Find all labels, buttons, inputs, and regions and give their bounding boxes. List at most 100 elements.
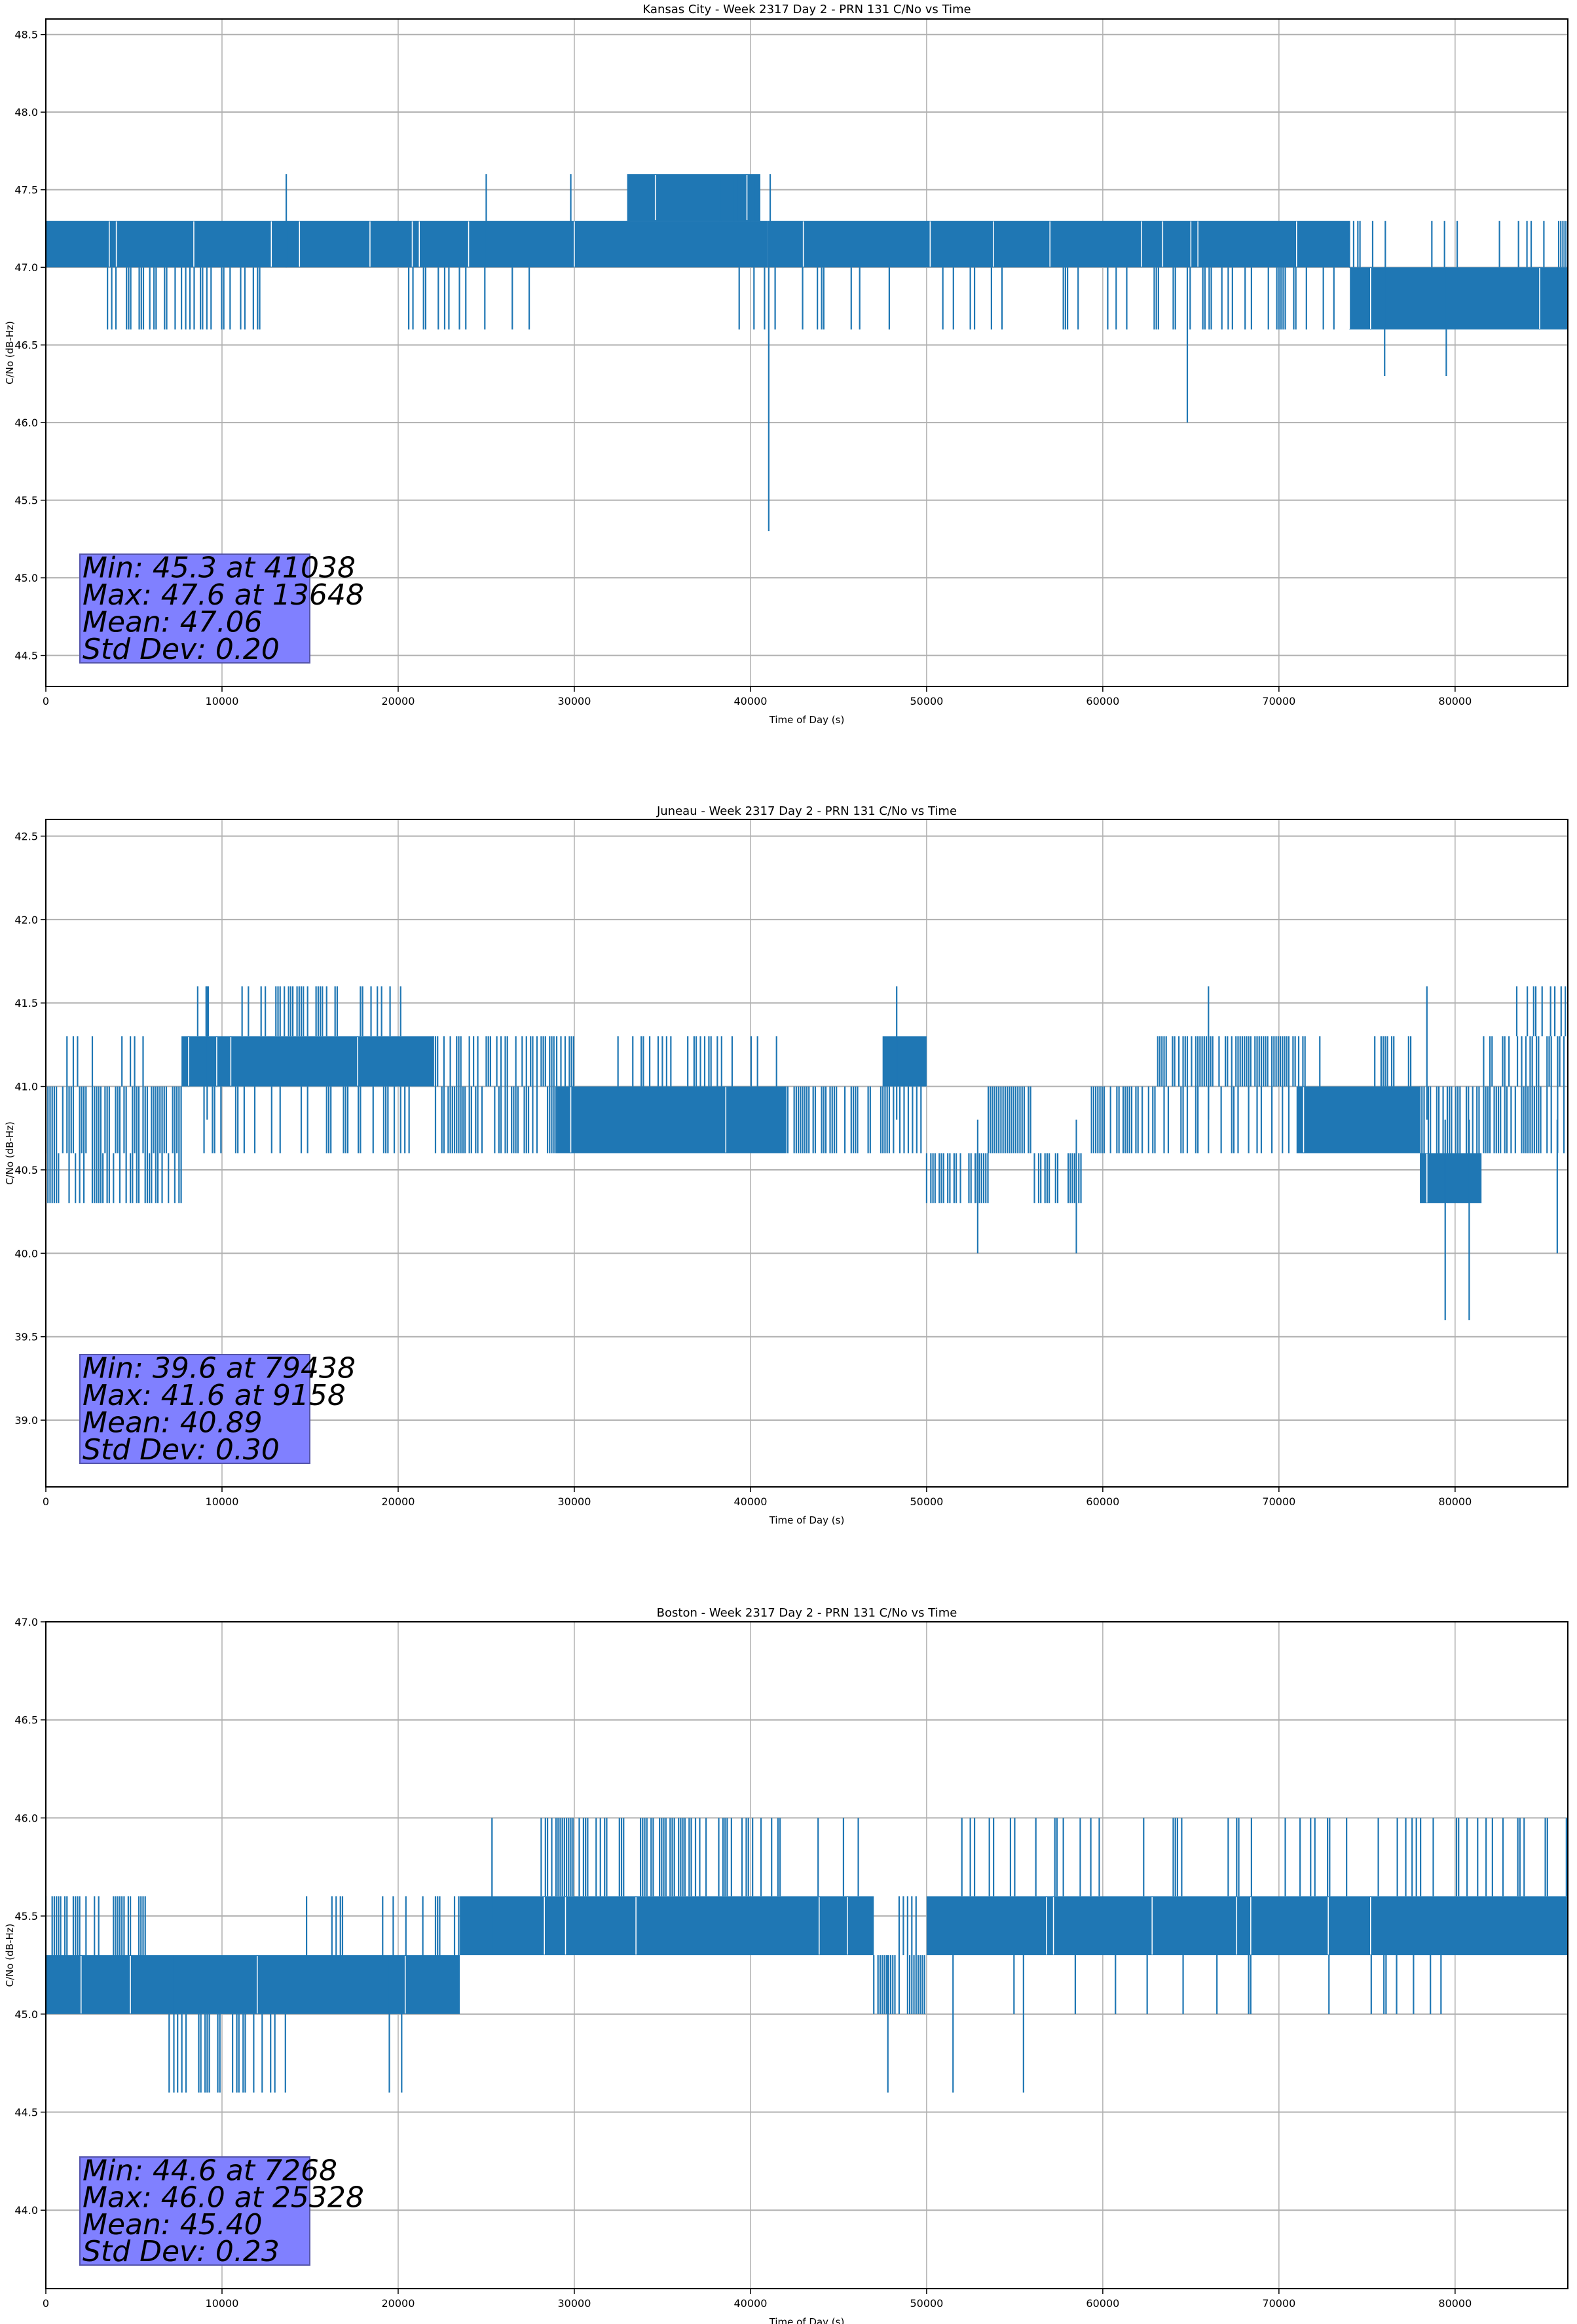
data-band: [768, 221, 1350, 268]
x-tick-label: 50000: [910, 1495, 943, 1508]
data-band: [1349, 267, 1568, 329]
y-tick-label: 48.0: [14, 106, 38, 119]
chart-title: Juneau - Week 2317 Day 2 - PRN 131 C/No …: [656, 804, 957, 818]
stats-line: Max: 46.0 at 25328: [83, 2181, 364, 2215]
y-tick-label: 42.0: [14, 914, 38, 926]
x-tick-label: 0: [43, 1495, 49, 1508]
stats-line: Min: 44.6 at 7268: [83, 2154, 337, 2187]
data-band: [181, 1036, 434, 1087]
x-tick-label: 10000: [206, 695, 239, 707]
chart-panel-2: 0 10000 20000 30000 40000 50000 60000 70000 8000…: [4, 804, 1568, 1526]
stats-line: Std Dev: 0.23: [83, 2235, 280, 2268]
stats-line: Max: 41.6 at 9158: [83, 1379, 346, 1412]
y-axis-label: C/No (dB-Hz): [4, 1924, 16, 1987]
x-axis-label: Time of Day (s): [769, 714, 845, 726]
y-tick-label: 44.5: [14, 2107, 38, 2119]
y-tick-label: 39.5: [14, 1331, 38, 1343]
y-tick-label: 45.0: [14, 2008, 38, 2021]
x-tick-label: 40000: [733, 1495, 767, 1508]
y-tick-label: 41.5: [14, 997, 38, 1009]
y-tick-label: 48.5: [14, 29, 38, 41]
y-tick-label: 47.0: [14, 1616, 38, 1628]
x-tick-label: 10000: [206, 1495, 239, 1508]
y-tick-label: 45.5: [14, 1910, 38, 1922]
y-tick-label: 46.5: [14, 339, 38, 352]
data-band: [1420, 1153, 1482, 1203]
y-tick-label: 41.0: [14, 1081, 38, 1093]
y-tick-label: 47.5: [14, 184, 38, 197]
x-tick-label: 70000: [1262, 1495, 1295, 1508]
data-band: [1296, 1086, 1420, 1153]
data-band: [46, 221, 768, 268]
chart-title: Boston - Week 2317 Day 2 - PRN 131 C/No …: [657, 1606, 957, 1620]
y-axis-label: C/No (dB-Hz): [4, 321, 16, 384]
x-tick-label: 20000: [382, 2297, 415, 2310]
data-band: [557, 1086, 786, 1153]
x-tick-label: 30000: [557, 2297, 591, 2310]
y-tick-label: 46.0: [14, 1812, 38, 1824]
y-tick-label: 46.0: [14, 417, 38, 429]
chart-title: Kansas City - Week 2317 Day 2 - PRN 131 …: [642, 3, 971, 16]
x-tick-label: 30000: [557, 1495, 591, 1508]
x-tick-label: 80000: [1438, 2297, 1472, 2310]
x-tick-label: 10000: [206, 2297, 239, 2310]
stats-line: Mean: 45.40: [83, 2208, 263, 2241]
x-tick-label: 70000: [1262, 2297, 1295, 2310]
x-tick-label: 60000: [1086, 2297, 1119, 2310]
stats-box-background: [79, 553, 310, 664]
x-tick-label: 20000: [382, 695, 415, 707]
y-tick-label: 42.5: [14, 830, 38, 842]
y-tick-label: 40.5: [14, 1164, 38, 1176]
y-tick-label: 44.5: [14, 650, 38, 662]
chart-panel-1: 0 10000 20000 30000 40000 50000 60000 70000 8000…: [4, 3, 1568, 726]
data-band: [460, 1896, 874, 1955]
stats-line: Mean: 47.06: [83, 606, 263, 639]
data-series: [46, 986, 1567, 1321]
stats-line: Min: 45.3 at 41038: [83, 552, 356, 585]
axes-frame: [45, 819, 1568, 1488]
axes-frame: [45, 18, 1568, 687]
data-band: [627, 174, 760, 221]
y-tick-label: 45.0: [14, 572, 38, 584]
axes-frame: [45, 1621, 1568, 2289]
x-tick-label: 80000: [1438, 695, 1472, 707]
data-band: [46, 1955, 460, 2014]
stats-line: Mean: 40.89: [83, 1406, 263, 1440]
y-tick-label: 40.0: [14, 1247, 38, 1260]
x-tick-label: 40000: [733, 695, 767, 707]
chart-panel-3: 0 10000 20000 30000 40000 50000 60000 70000 8000…: [4, 1606, 1568, 2324]
x-tick-label: 0: [43, 2297, 49, 2310]
y-tick-label: 44.0: [14, 2204, 38, 2217]
x-axis-label: Time of Day (s): [769, 1514, 845, 1526]
x-tick-label: 50000: [910, 695, 943, 707]
stats-box-background: [79, 1354, 310, 1464]
stats-box-background: [79, 2156, 310, 2266]
x-tick-label: 60000: [1086, 695, 1119, 707]
data-band: [926, 1896, 1568, 1955]
x-tick-label: 40000: [733, 2297, 767, 2310]
data-band: [882, 1036, 927, 1087]
y-tick-label: 47.0: [14, 261, 38, 274]
x-tick-label: 0: [43, 695, 49, 707]
y-tick-label: 39.0: [14, 1414, 38, 1427]
x-tick-label: 30000: [557, 695, 591, 707]
stats-line: Max: 47.6 at 13648: [83, 578, 364, 612]
y-axis-label: C/No (dB-Hz): [4, 1121, 16, 1185]
stats-line: Min: 39.6 at 79438: [83, 1352, 356, 1385]
x-axis-label: Time of Day (s): [769, 2316, 845, 2324]
data-series: [46, 174, 1568, 532]
x-tick-label: 50000: [910, 2297, 943, 2310]
y-tick-label: 45.5: [14, 495, 38, 507]
x-tick-label: 60000: [1086, 1495, 1119, 1508]
stats-line: Std Dev: 0.30: [83, 1433, 280, 1467]
y-tick-label: 46.5: [14, 1714, 38, 1727]
x-tick-label: 20000: [382, 1495, 415, 1508]
stats-line: Std Dev: 0.20: [83, 633, 280, 666]
data-series: [46, 1818, 1568, 2093]
x-tick-label: 80000: [1438, 1495, 1472, 1508]
x-tick-label: 70000: [1262, 695, 1295, 707]
